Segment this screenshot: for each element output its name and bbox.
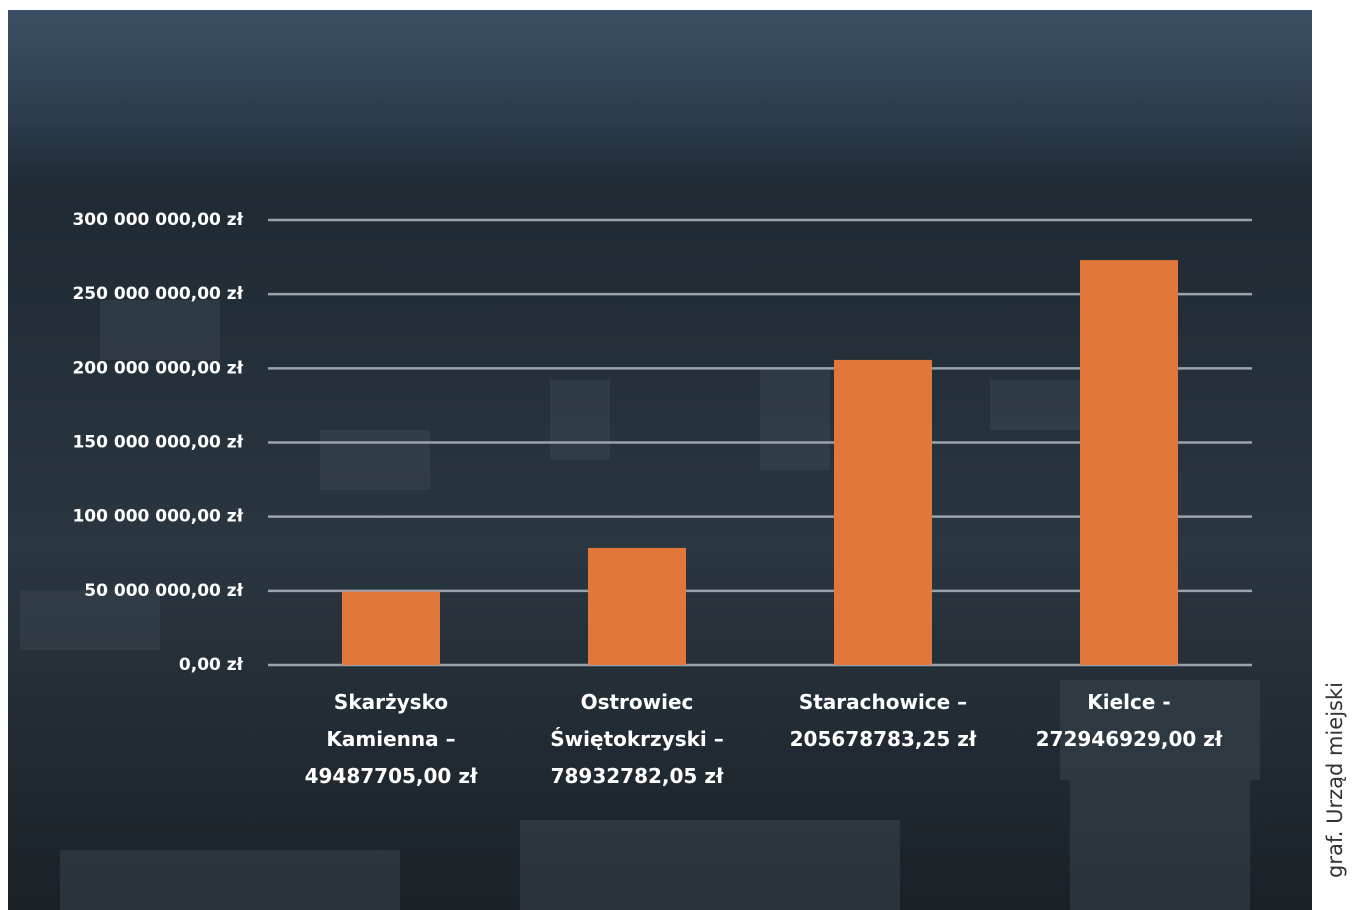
bar: [342, 592, 440, 665]
y-tick-label: 200 000 000,00 zł: [72, 358, 243, 378]
y-tick-label: 100 000 000,00 zł: [72, 507, 243, 527]
y-tick-label: 300 000 000,00 zł: [72, 210, 243, 230]
bar: [588, 548, 686, 665]
x-tick-label: Skarżysko Kamienna – 49487705,00 zł: [271, 684, 511, 795]
x-tick-label: Kielce - 272946929,00 zł: [1009, 684, 1249, 758]
bar: [1080, 260, 1178, 665]
credit: graf. Urząd miejski: [1323, 682, 1347, 878]
bar: [834, 360, 932, 665]
x-tick-label: Starachowice – 205678783,25 zł: [763, 684, 1003, 758]
y-tick-label: 50 000 000,00 zł: [84, 581, 243, 601]
x-tick-label: Ostrowiec Świętokrzyski – 78932782,05 zł: [517, 684, 757, 795]
y-tick-label: 0,00 zł: [179, 655, 244, 675]
y-tick-label: 250 000 000,00 zł: [72, 284, 243, 304]
y-tick-label: 150 000 000,00 zł: [72, 433, 243, 453]
page: 0,00 zł 50 000 000,00 zł 100 000 000,00 zł…: [0, 0, 1359, 910]
